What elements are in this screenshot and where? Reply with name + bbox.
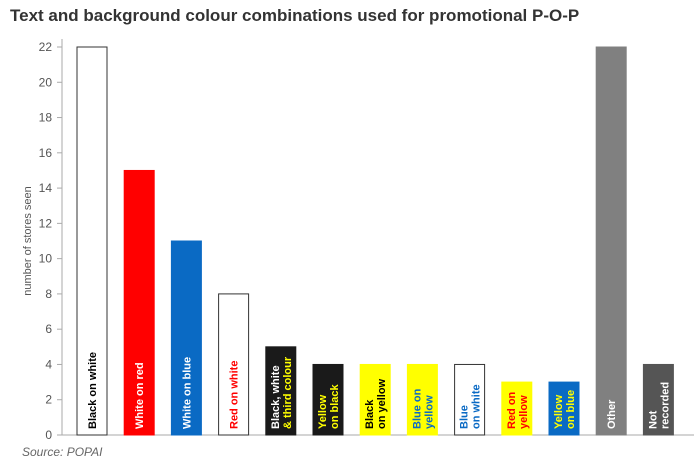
bar-label: Other: [606, 399, 618, 429]
bar-label: recorded: [659, 382, 671, 429]
bar-label: on black: [329, 383, 341, 429]
bar-label: Red on: [506, 391, 518, 429]
bar-label: Red on white: [229, 361, 241, 429]
bar: [359, 363, 391, 436]
chart-title: Text and background colour combinations …: [10, 6, 580, 25]
y-axis-label: number of stores seen: [22, 186, 34, 295]
bar: [170, 240, 202, 436]
bar-label: Not: [647, 410, 659, 429]
bar-label: on white: [471, 384, 483, 429]
bar-label: Black, white: [270, 365, 282, 429]
bar-label: on blue: [565, 390, 577, 429]
bar-label: Blue: [459, 405, 471, 429]
bar-label: White on red: [134, 362, 146, 429]
y-tick-label: 2: [45, 393, 52, 407]
y-tick-label: 22: [39, 40, 53, 54]
bar: [642, 363, 674, 436]
bar-label: yellow: [423, 395, 435, 429]
y-tick-label: 14: [39, 181, 53, 195]
bar: [312, 363, 344, 436]
bar: [548, 381, 580, 436]
bar-label: & third colour: [282, 356, 294, 429]
y-tick-label: 6: [45, 322, 52, 336]
bar-label: White on blue: [181, 357, 193, 429]
bar-label: Black on white: [87, 352, 99, 429]
bar: [123, 169, 155, 436]
bar-label: Blue on: [411, 388, 423, 429]
y-tick-label: 20: [39, 75, 53, 89]
bar: [265, 346, 297, 436]
y-tick-label: 8: [45, 287, 52, 301]
bar: [76, 46, 108, 436]
bar: [595, 46, 627, 436]
y-tick-label: 18: [39, 111, 53, 125]
y-tick-label: 10: [39, 252, 53, 266]
y-tick-label: 16: [39, 146, 53, 160]
bar-label: Yellow: [317, 394, 329, 429]
bar: [501, 381, 533, 436]
y-tick-label: 12: [39, 216, 53, 230]
bar-label: Yellow: [553, 394, 565, 429]
bar: [218, 293, 250, 436]
y-tick-label: 4: [45, 357, 52, 371]
source-note: Source: POPAI: [22, 445, 103, 459]
y-tick-label: 0: [45, 428, 52, 442]
bar-label: yellow: [518, 395, 530, 429]
bar: [406, 363, 438, 436]
bar: [454, 363, 486, 436]
bar-label: on yellow: [376, 378, 388, 429]
bar-label: Black: [364, 399, 376, 429]
